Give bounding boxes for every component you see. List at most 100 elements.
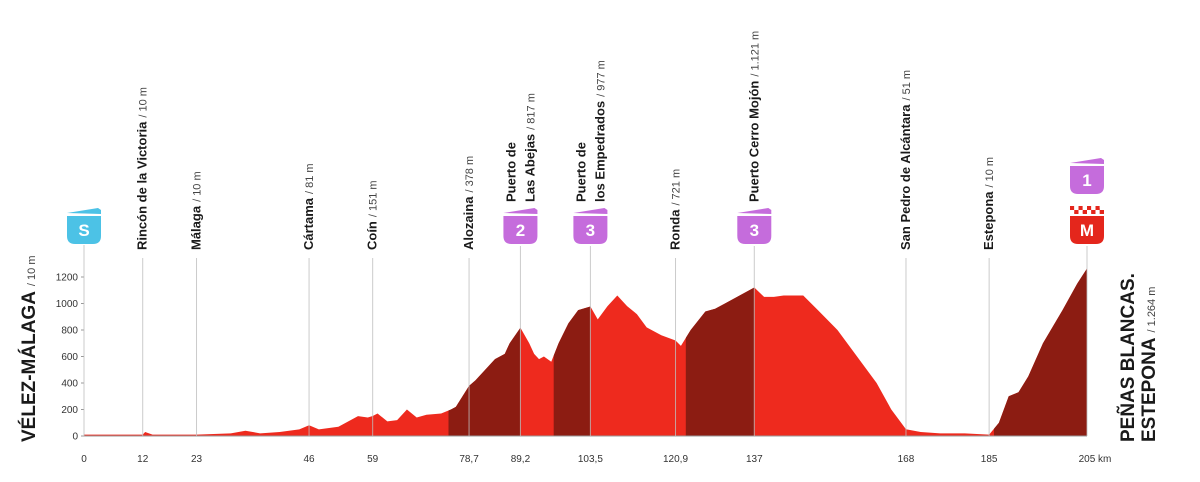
waypoint-label: Alozaina / 378 m (461, 156, 476, 250)
waypoint-name: Puerto de (503, 142, 518, 202)
waypoint-altitude: / 977 m (595, 60, 607, 97)
waypoint-name: Rincón de la Victoria (135, 121, 150, 250)
checker (1087, 206, 1092, 210)
x-tick-label: 12 (137, 454, 149, 465)
waypoint-label: Málaga / 10 m (189, 171, 204, 250)
endpoint-altitude: / 1.264 m (1146, 287, 1158, 333)
checker (1070, 206, 1075, 210)
checker (1082, 210, 1087, 214)
climb-area (994, 268, 1087, 436)
badge-body (67, 216, 101, 244)
badge-label: S (78, 221, 89, 240)
waypoint-label: San Pedro de Alcántara / 51 m (898, 70, 913, 250)
waypoint-name: Coín (365, 221, 380, 250)
checker (1095, 210, 1100, 214)
badge-tab (1070, 158, 1104, 164)
x-tick-label: 137 (746, 454, 763, 465)
waypoint-label: Coín / 151 m (365, 180, 380, 250)
checker (1099, 210, 1104, 214)
badge: 1 (1070, 158, 1104, 194)
badge-body (737, 216, 772, 244)
endpoint-label: PEÑAS BLANCAS. (1117, 273, 1139, 442)
x-tick-label: 120,9 (663, 454, 688, 465)
y-tick-label: 0 (72, 432, 78, 443)
checker (1070, 210, 1075, 214)
x-tick-label: 185 (981, 454, 998, 465)
waypoint-name: Málaga (189, 205, 204, 250)
waypoint-altitude: / 817 m (525, 93, 537, 130)
waypoint-altitude: / 1.121 m (749, 31, 761, 77)
x-tick-label: 46 (304, 454, 316, 465)
waypoint-altitude: / 151 m (368, 180, 380, 217)
x-tick-label: 89,2 (511, 454, 531, 465)
endpoint-altitude: / 10 m (26, 255, 38, 286)
badge-tab (737, 208, 772, 214)
waypoint-label: los Empedrados / 977 m (592, 60, 607, 202)
waypoint-name: Cártama (301, 197, 316, 250)
endpoint-name: ESTEPONA (1139, 337, 1160, 442)
waypoint-altitude: / 10 m (138, 87, 150, 118)
badge: 3 (737, 208, 772, 244)
endpoint-label: ESTEPONA / 1.264 m (1139, 287, 1160, 442)
waypoint-label: Ronda / 721 m (668, 169, 683, 250)
badge-label: 2 (516, 221, 525, 240)
x-tick-label: 205 km (1079, 454, 1112, 465)
waypoint-label: Cártama / 81 m (301, 163, 316, 250)
x-tick-label: 168 (898, 454, 915, 465)
checker (1078, 206, 1083, 210)
waypoint-label: Rincón de la Victoria / 10 m (135, 87, 150, 250)
x-tick-label: 78,7 (459, 454, 479, 465)
waypoint-altitude: / 81 m (304, 163, 316, 194)
waypoint-altitude: / 10 m (984, 157, 996, 188)
waypoint-label: Las Abejas / 817 m (522, 93, 537, 202)
waypoint-label: Puerto de (503, 142, 518, 202)
y-tick-label: 1000 (56, 299, 79, 310)
waypoint-label: Estepona / 10 m (981, 157, 996, 250)
checker (1074, 210, 1079, 214)
badge: 2 (503, 208, 538, 244)
y-tick-label: 800 (61, 326, 78, 337)
checker (1095, 206, 1100, 210)
y-tick-label: 400 (61, 379, 78, 390)
checker (1091, 206, 1096, 210)
checker (1091, 210, 1096, 214)
badge-body (503, 216, 538, 244)
x-tick-label: 23 (191, 454, 203, 465)
badge-tab (573, 208, 608, 214)
checker (1082, 206, 1087, 210)
checker (1074, 206, 1079, 210)
waypoint-altitude: / 378 m (464, 156, 476, 193)
x-tick-label: 59 (367, 454, 379, 465)
endpoint-label: VÉLEZ-MÁLAGA / 10 m (18, 255, 40, 442)
y-tick-label: 1200 (56, 273, 79, 284)
badge-label: M (1080, 221, 1094, 240)
waypoint-name: San Pedro de Alcántara (898, 104, 913, 250)
waypoint-name: Alozaina (461, 196, 476, 250)
badge: M (1070, 206, 1104, 244)
badge: 3 (573, 208, 608, 244)
badge-label: 3 (750, 221, 759, 240)
waypoint-name: Estepona (981, 191, 996, 250)
climb-area (685, 287, 755, 436)
checker (1078, 210, 1083, 214)
waypoint-name: Las Abejas (522, 134, 537, 202)
checker (1087, 210, 1092, 214)
waypoint-altitude: / 10 m (192, 171, 204, 202)
waypoint-altitude: / 721 m (671, 169, 683, 206)
badge-label: 3 (586, 221, 595, 240)
y-tick-label: 200 (61, 405, 78, 416)
waypoint-altitude: / 51 m (901, 70, 913, 101)
waypoint-name: Puerto Cerro Mojón (746, 81, 761, 202)
badge-tab (67, 208, 101, 214)
x-tick-label: 0 (81, 454, 87, 465)
endpoint-name: PEÑAS BLANCAS. (1117, 273, 1139, 442)
checker (1099, 206, 1104, 210)
waypoint-name: Ronda (668, 209, 683, 250)
climb-area (448, 327, 521, 436)
badge-body (1070, 166, 1104, 194)
x-tick-label: 103,5 (578, 454, 603, 465)
endpoint-name: VÉLEZ-MÁLAGA (18, 291, 40, 442)
badge-body (1070, 216, 1104, 244)
badge-label: 1 (1082, 171, 1091, 190)
